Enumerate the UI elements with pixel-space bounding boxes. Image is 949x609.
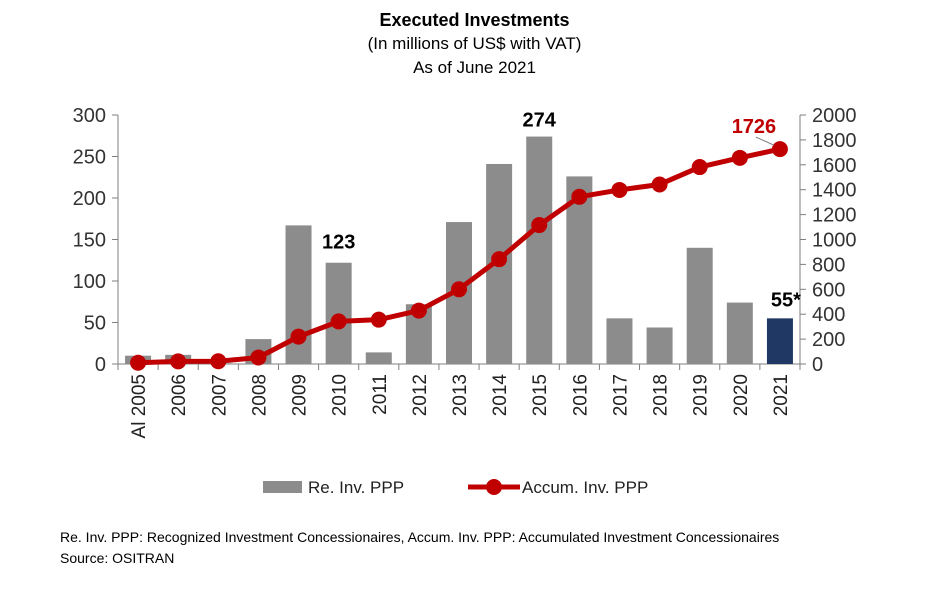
left-tick-label: 150 (73, 230, 106, 252)
line-data-label: 1726 (732, 116, 777, 138)
footnote-source: Source: OSITRAN (60, 550, 175, 566)
footnote: Re. Inv. PPP: Recognized Investment Conc… (60, 527, 779, 569)
line-point (330, 313, 347, 330)
line-point (210, 353, 227, 370)
x-tick-label: 2012 (410, 374, 431, 416)
bar (686, 247, 713, 364)
line-point (130, 354, 147, 371)
x-tick-label: 2021 (771, 374, 792, 416)
left-tick-label: 300 (73, 105, 106, 127)
chart-title: Executed Investments (379, 10, 570, 30)
line-point (451, 281, 467, 298)
line-point (651, 176, 668, 193)
x-tick-label: 2016 (570, 374, 591, 416)
right-tick-label: 0 (812, 354, 823, 376)
left-tick-label: 100 (73, 271, 106, 293)
legend-swatch-bar (263, 481, 302, 493)
line-point (290, 328, 307, 345)
chart-subtitle-line-2: As of June 2021 (413, 58, 536, 77)
bar (766, 318, 793, 364)
legend-label-bar: Re. Inv. PPP (308, 478, 404, 497)
left-tick-label: 0 (95, 354, 106, 376)
legend-label-line: Accum. Inv. PPP (522, 478, 648, 497)
bar (606, 318, 633, 364)
line-point (691, 159, 708, 176)
right-tick-label: 1400 (812, 180, 857, 202)
right-tick-label: 1000 (812, 230, 857, 252)
bar (646, 327, 673, 364)
x-tick-label: Al 2005 (129, 374, 150, 438)
right-tick-label: 1800 (812, 130, 857, 152)
right-tick-label: 1200 (812, 205, 857, 227)
line-point (250, 349, 267, 366)
x-tick-label: 2011 (370, 374, 391, 415)
bar (566, 176, 593, 364)
line-point (491, 251, 508, 268)
left-tick-label: 200 (73, 188, 106, 210)
line-label-leader (755, 136, 775, 146)
bar-data-label: 274 (523, 110, 557, 132)
right-tick-label: 1600 (812, 155, 857, 177)
bar (726, 302, 753, 364)
bar-data-label: 55* (771, 289, 801, 311)
right-tick-label: 2000 (812, 105, 857, 127)
bar (365, 352, 392, 364)
bar (325, 262, 352, 364)
bar-series (125, 136, 793, 364)
x-tick-label: 2006 (169, 374, 190, 416)
x-tick-label: 2014 (490, 374, 511, 417)
x-tick-label: 2013 (450, 374, 471, 416)
right-tick-label: 800 (812, 254, 845, 276)
x-tick-label: 2017 (610, 374, 631, 416)
line-point (731, 149, 748, 166)
legend-swatch-marker (486, 479, 502, 495)
line-point (571, 188, 588, 205)
left-tick-label: 50 (84, 313, 106, 335)
x-tick-label: 2010 (330, 374, 351, 416)
x-tick-label: 2007 (209, 374, 230, 416)
x-tick-label: 2009 (290, 374, 311, 416)
chart-subtitle-line-1: (In millions of US$ with VAT) (367, 34, 582, 53)
annotations: 123 274 55* 1726 (322, 110, 801, 312)
x-tick-label: 2020 (731, 374, 752, 416)
line-point (410, 302, 427, 319)
title-block: Executed Investments (In millions of US$… (0, 8, 949, 80)
footnote-definitions: Re. Inv. PPP: Recognized Investment Conc… (60, 529, 780, 545)
right-tick-label: 200 (812, 329, 845, 351)
line-point (531, 217, 548, 234)
bar-data-label: 123 (322, 232, 355, 254)
line-point (611, 181, 628, 198)
line-point (370, 311, 387, 328)
x-tick-label: 2019 (691, 374, 712, 416)
line-series (130, 141, 788, 371)
x-tick-label: 2018 (651, 374, 672, 416)
bar (526, 136, 553, 364)
x-tick-label: 2008 (249, 374, 270, 416)
line-point (170, 353, 187, 370)
x-tick-label: 2015 (530, 374, 551, 416)
legend: Re. Inv. PPP Accum. Inv. PPP (263, 478, 648, 497)
line-point (771, 141, 788, 158)
right-tick-label: 600 (812, 279, 845, 301)
left-tick-label: 250 (73, 147, 106, 169)
right-tick-label: 400 (812, 304, 845, 326)
